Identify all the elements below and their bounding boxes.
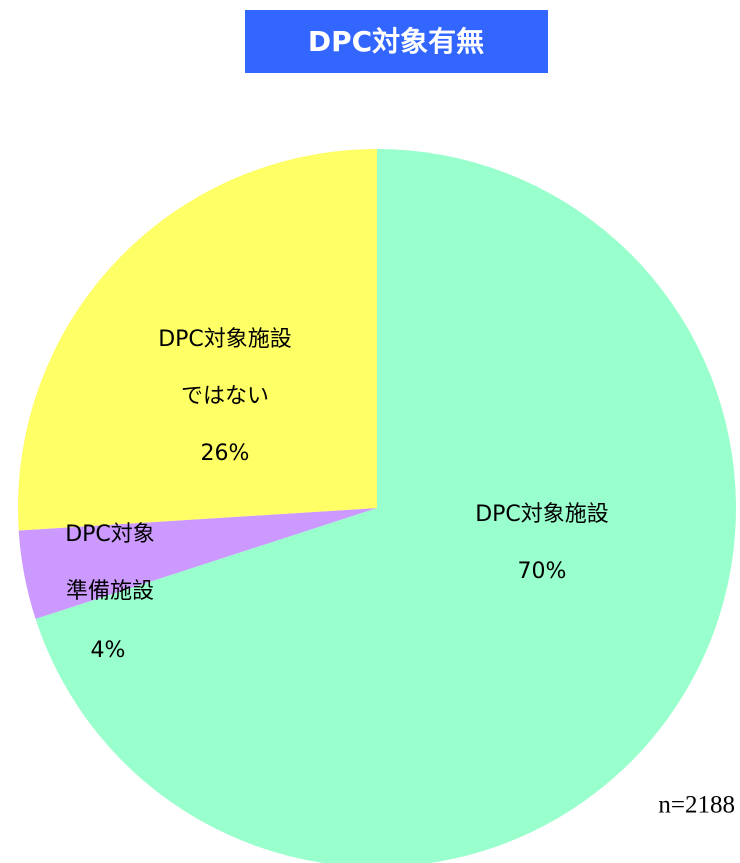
value-label: 4% xyxy=(91,638,126,663)
chart-title: DPC対象有無 xyxy=(308,25,484,58)
slice-label: DPC対象施設 xyxy=(475,502,609,527)
slice-label: DPC対象 xyxy=(65,522,155,547)
pie-slice xyxy=(18,508,377,619)
annotation: n=2188 xyxy=(658,792,735,819)
slice-label: DPC対象施設 xyxy=(158,327,292,352)
pie xyxy=(17,149,736,863)
slice-label: 準備施設 xyxy=(66,579,154,604)
pie-slice xyxy=(35,149,736,863)
title-box xyxy=(245,10,548,73)
slice-label: ではない xyxy=(181,384,269,409)
value-label: 70% xyxy=(518,559,567,584)
pie-slice xyxy=(17,149,377,531)
value-label: 26% xyxy=(201,441,250,466)
